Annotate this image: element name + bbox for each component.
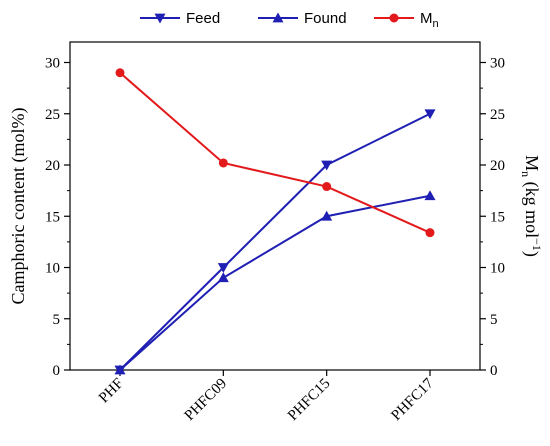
data-point bbox=[217, 263, 229, 273]
data-point bbox=[321, 210, 333, 221]
series-line bbox=[119, 112, 431, 371]
right-tick-label: 5 bbox=[490, 312, 498, 328]
legend-marker bbox=[389, 13, 399, 23]
legend-label: Found bbox=[304, 10, 347, 27]
series-1 bbox=[114, 190, 436, 375]
data-point bbox=[321, 160, 333, 171]
legend-item: Mn bbox=[374, 10, 439, 30]
legend-marker bbox=[272, 12, 284, 23]
data-point bbox=[114, 364, 126, 375]
data-point bbox=[218, 158, 228, 168]
right-tick-label: 25 bbox=[490, 107, 505, 123]
legend-label-sub: n bbox=[433, 18, 439, 30]
series-line bbox=[119, 71, 431, 234]
right-axis-title-sub: n bbox=[519, 171, 533, 177]
x-tick-label: PHFC09 bbox=[182, 376, 230, 424]
legend: Feed Found Mn bbox=[140, 10, 439, 30]
left-tick-label: 25 bbox=[45, 107, 60, 123]
legend-item: Found bbox=[258, 10, 347, 27]
series-2 bbox=[115, 68, 435, 238]
right-axis: 0 5 10 15 20 25 30 bbox=[480, 56, 505, 379]
left-tick-label: 15 bbox=[45, 209, 60, 225]
left-axis: 0 5 10 15 20 25 30 bbox=[45, 56, 70, 379]
legend-item: Feed bbox=[140, 10, 220, 27]
left-tick-label: 10 bbox=[45, 261, 60, 277]
legend-label: Feed bbox=[186, 10, 220, 27]
left-tick-label: 30 bbox=[45, 56, 60, 72]
left-axis-title: Camphoric content (mol%) bbox=[8, 108, 29, 305]
series-layer bbox=[114, 68, 436, 376]
x-axis: PHF PHFC09 PHFC15 PHFC17 bbox=[96, 370, 437, 424]
right-tick-label: 15 bbox=[490, 209, 505, 225]
right-tick-label: 20 bbox=[490, 158, 505, 174]
right-tick-label: 0 bbox=[490, 363, 498, 379]
right-tick-label: 10 bbox=[490, 261, 505, 277]
data-point bbox=[424, 190, 436, 201]
right-tick-label: 30 bbox=[490, 56, 505, 72]
series-0 bbox=[114, 109, 436, 376]
left-tick-label: 5 bbox=[53, 312, 61, 328]
x-tick-label: PHFC15 bbox=[285, 376, 333, 424]
data-point bbox=[424, 109, 436, 120]
right-axis-title-main: M bbox=[522, 155, 542, 171]
data-point bbox=[322, 182, 332, 192]
left-tick-label: 20 bbox=[45, 158, 60, 174]
legend-marker bbox=[154, 13, 166, 24]
data-point bbox=[425, 228, 435, 238]
series-line bbox=[119, 194, 431, 371]
right-axis-title-rest-1: (kg mol bbox=[521, 177, 542, 238]
x-tick-label: PHFC17 bbox=[388, 375, 437, 424]
data-point bbox=[217, 272, 229, 283]
left-tick-label: 0 bbox=[53, 363, 61, 379]
right-axis-title-sup: −1 bbox=[530, 238, 544, 251]
plot-frame bbox=[69, 41, 481, 371]
right-axis-title-rest-2: ) bbox=[521, 251, 542, 257]
data-point bbox=[115, 68, 125, 78]
right-axis-title: Mn (kg mol−1) bbox=[519, 155, 544, 257]
legend-label: Mn bbox=[420, 10, 439, 30]
x-tick-label: PHF bbox=[96, 376, 127, 407]
